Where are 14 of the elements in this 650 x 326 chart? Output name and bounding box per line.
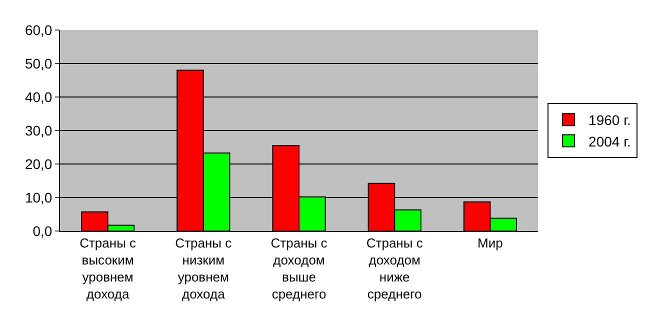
y-tick-label: 30,0 — [24, 122, 52, 138]
legend-label: 1960 г. — [588, 112, 631, 128]
x-tick-label: Страны с высоким уровнем дохода — [80, 236, 137, 302]
x-tick-label: Страны с доходом выше среднего — [270, 236, 328, 302]
x-tick-label: Страны с низким уровнем дохода — [175, 236, 232, 302]
y-tick-label: 40,0 — [24, 88, 52, 105]
y-tick-label: 0,0 — [32, 222, 52, 239]
y-tick-label: 20,0 — [24, 156, 52, 172]
y-tick-label: 10,0 — [24, 189, 52, 206]
x-tick-label: Страны с доходом ниже среднего — [366, 236, 424, 302]
x-tick-label: Мир — [478, 236, 503, 251]
y-tick-label: 60,0 — [24, 22, 52, 38]
legend-label: 2004 г. — [588, 133, 631, 150]
y-tick-label: 50,0 — [24, 55, 52, 72]
